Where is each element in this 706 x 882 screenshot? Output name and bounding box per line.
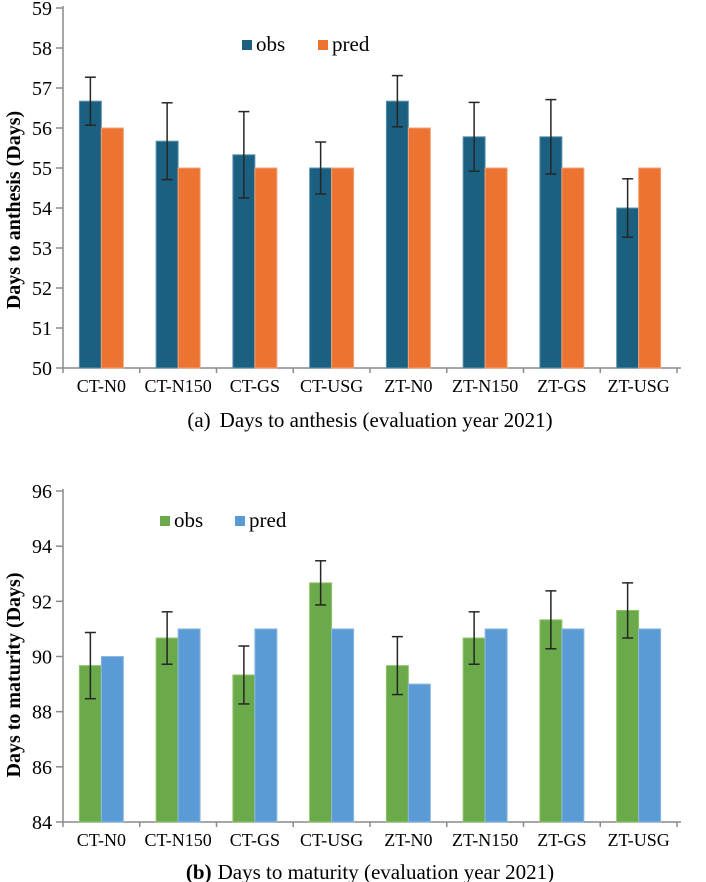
y-axis-title: Days to maturity (Days) bbox=[3, 573, 25, 778]
x-category-label: CT-N150 bbox=[144, 376, 211, 396]
y-tick-label: 90 bbox=[32, 647, 52, 669]
x-category-label: CT-N0 bbox=[77, 830, 126, 850]
y-tick-label: 57 bbox=[32, 78, 52, 100]
chart-maturity: 84 86 88 90 92 94 96 CT-N0 CT-N150 CT-GS CT-USG ZT-… bbox=[0, 470, 706, 882]
bar-pred-ZT-USG bbox=[638, 628, 662, 823]
bar-pred-ZT-N0 bbox=[407, 127, 431, 369]
x-category-label: CT-N0 bbox=[77, 376, 126, 396]
bar-pred-CT-N150 bbox=[177, 628, 201, 823]
y-axis-title: Days to anthesis (Days) bbox=[3, 111, 25, 309]
bar-pred-CT-N0 bbox=[100, 656, 124, 823]
caption-a-text: Days to anthesis (evaluation year 2021) bbox=[219, 408, 553, 432]
bar-pred-CT-N150 bbox=[177, 167, 201, 369]
x-category-label: ZT-N0 bbox=[384, 376, 432, 396]
legend-swatch-obs bbox=[160, 516, 170, 526]
y-tick-label: 88 bbox=[32, 702, 52, 724]
chart-anthesis-canvas: 50 51 52 53 54 55 56 57 58 59 CT-N0 CT-N150 CT-GS CT-… bbox=[3, 0, 681, 396]
x-category-label: CT-GS bbox=[230, 830, 280, 850]
bar-pred-CT-USG bbox=[331, 167, 355, 369]
y-tick-label: 54 bbox=[32, 198, 52, 220]
y-tick-label: 92 bbox=[32, 591, 52, 613]
legend-label-obs: obs bbox=[174, 508, 203, 532]
legend-swatch-obs bbox=[242, 40, 252, 50]
y-tick-label: 86 bbox=[32, 757, 52, 779]
caption-a-prefix: (a) bbox=[187, 408, 211, 432]
x-category-label: CT-USG bbox=[300, 830, 363, 850]
legend-swatch-pred bbox=[235, 516, 245, 526]
bar-pred-ZT-N0 bbox=[407, 683, 431, 823]
caption-b-prefix: (b) bbox=[185, 860, 212, 882]
legend-label-pred: pred bbox=[249, 508, 287, 532]
x-category-label: ZT-USG bbox=[607, 376, 669, 396]
chart-maturity-canvas: 84 86 88 90 92 94 96 CT-N0 CT-N150 CT-GS CT-USG ZT-… bbox=[3, 481, 681, 850]
y-tick-label: 84 bbox=[32, 812, 52, 834]
x-category-label: ZT-GS bbox=[537, 830, 586, 850]
y-tick-label: 50 bbox=[32, 358, 52, 380]
bar-pred-CT-USG bbox=[331, 628, 355, 823]
x-category-label: ZT-N150 bbox=[452, 376, 518, 396]
bar-obs-ZT-USG bbox=[616, 609, 640, 823]
bar-pred-ZT-GS bbox=[561, 167, 585, 369]
bar-obs-CT-N150 bbox=[155, 637, 179, 823]
chart-anthesis: 50 51 52 53 54 55 56 57 58 59 CT-N0 CT-N150 CT-GS CT-… bbox=[3, 0, 681, 433]
caption-b-text: Days to maturity (evaluation year 2021) bbox=[217, 860, 555, 882]
bar-pred-CT-GS bbox=[254, 628, 278, 823]
y-tick-label: 94 bbox=[32, 536, 52, 558]
bar-pred-ZT-N150 bbox=[484, 628, 508, 823]
chart-anthesis-caption: (a) Days to anthesis (evaluation year 202… bbox=[63, 408, 677, 433]
bar-obs-CT-USG bbox=[309, 167, 333, 369]
x-category-label: CT-GS bbox=[230, 376, 280, 396]
y-tick-label: 58 bbox=[32, 38, 52, 60]
x-category-label: ZT-GS bbox=[537, 376, 586, 396]
y-tick-label: 59 bbox=[32, 0, 52, 20]
x-category-label: ZT-N150 bbox=[452, 830, 518, 850]
y-tick-label: 51 bbox=[32, 318, 52, 340]
legend-swatch-pred bbox=[318, 40, 328, 50]
bar-pred-ZT-GS bbox=[561, 628, 585, 823]
y-tick-label: 55 bbox=[32, 158, 52, 180]
bar-obs-CT-USG bbox=[309, 582, 333, 823]
x-category-label: CT-N150 bbox=[144, 830, 211, 850]
legend-label-pred: pred bbox=[332, 32, 370, 56]
bar-obs-ZT-N0 bbox=[385, 100, 409, 369]
y-tick-label: 96 bbox=[32, 481, 52, 503]
y-tick-label: 52 bbox=[32, 278, 52, 300]
bar-obs-ZT-GS bbox=[539, 619, 563, 823]
bar-pred-ZT-N150 bbox=[484, 167, 508, 369]
y-tick-label: 56 bbox=[32, 118, 52, 140]
x-category-label: ZT-N0 bbox=[384, 830, 432, 850]
x-category-label: CT-USG bbox=[300, 376, 363, 396]
bar-pred-CT-N0 bbox=[100, 127, 124, 369]
legend-label-obs: obs bbox=[256, 32, 285, 56]
bar-obs-ZT-N150 bbox=[462, 637, 486, 823]
bar-pred-CT-GS bbox=[254, 167, 278, 369]
bar-pred-ZT-USG bbox=[638, 167, 662, 369]
bar-obs-CT-N0 bbox=[78, 100, 102, 369]
y-tick-label: 53 bbox=[32, 238, 52, 260]
x-category-label: ZT-USG bbox=[607, 830, 669, 850]
chart-maturity-caption: (b) Days to maturity (evaluation year 202… bbox=[63, 860, 677, 882]
